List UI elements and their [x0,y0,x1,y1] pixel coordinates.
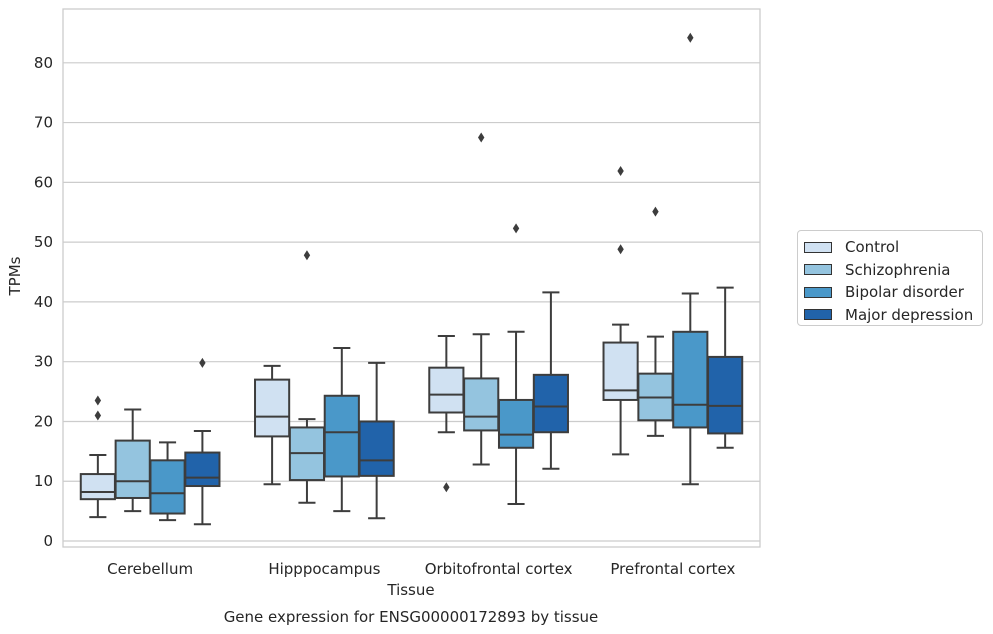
box-major-depression [358,361,395,520]
legend-swatch [804,286,832,298]
legend-swatch [804,309,832,321]
outlier-point [512,223,520,234]
box-major-depression [184,357,221,526]
box-schizophrenia [463,132,500,466]
legend-label: Major depression [845,305,974,324]
y-tick-label: 70 [34,114,53,132]
box-iqr [463,377,500,432]
outlier-point [478,132,485,143]
box-bipolar-disorder [323,346,360,513]
box-iqr [79,473,116,501]
y-axis-label: TPMs [6,256,24,296]
box-groups [79,32,744,526]
legend: Control Schizophrenia Bipolar disorder M… [797,230,983,326]
legend-label: Schizophrenia [845,260,951,279]
box-schizophrenia [288,250,326,504]
y-tick-label: 40 [34,293,53,311]
outlier-point [303,250,311,261]
box-bipolar-disorder [672,32,709,486]
y-tick-label: 20 [34,412,53,430]
y-tick-label: 0 [43,532,53,550]
legend-label: Control [845,238,900,257]
legend-swatch [804,241,832,253]
legend-item: Major depression [804,304,982,327]
y-tick-label: 50 [34,233,53,251]
legend-item: Bipolar disorder [804,281,982,304]
outlier-point [443,482,450,493]
outlier-point [687,32,694,43]
y-tick-label: 60 [34,173,53,191]
box-iqr [254,378,291,438]
box-bipolar-disorder [497,223,535,505]
legend-swatch [804,264,832,276]
outlier-point [652,206,659,217]
box-iqr [149,459,186,515]
x-tick-label: Cerebellum [107,560,193,578]
legend-label: Bipolar disorder [845,283,964,302]
x-tick-label: Orbitofrontal cortex [425,560,573,578]
box-iqr [497,398,535,449]
box-schizophrenia [637,206,674,437]
x-tick-labels: Cerebellum Hipppocampus Orbitofrontal cort… [107,560,735,578]
box-control [602,165,639,456]
box-iqr [707,355,744,435]
outlier-point [94,395,102,406]
y-tick-label: 30 [34,353,53,371]
outlier-point [94,410,102,421]
legend-item: Schizophrenia [804,259,982,282]
box-iqr [184,451,221,488]
box-iqr [358,420,395,477]
x-tick-label: Prefrontal cortex [610,560,735,578]
chart-caption: Gene expression for ENSG00000172893 by t… [224,608,599,626]
y-tick-labels: 0 10 20 30 40 50 60 70 80 [34,54,53,550]
y-tick-label: 80 [34,54,53,72]
box-iqr [428,366,465,414]
box-bipolar-disorder [149,441,186,522]
outlier-point [199,357,206,368]
y-tick-label: 10 [34,472,53,490]
outlier-point [617,244,624,255]
box-major-depression [532,291,569,470]
box-iqr [323,394,360,478]
plot-frame [62,8,761,548]
legend-item: Control [804,236,982,259]
x-axis-label: Tissue [386,581,434,599]
box-schizophrenia [114,408,151,513]
x-tick-label: Hipppocampus [268,560,380,578]
outlier-point [617,165,624,176]
box-iqr [532,373,569,434]
box-control [254,364,291,486]
box-major-depression [707,286,744,449]
box-control [428,334,465,493]
box-iqr [114,439,151,499]
box-control [79,395,116,519]
box-iqr [672,330,709,429]
